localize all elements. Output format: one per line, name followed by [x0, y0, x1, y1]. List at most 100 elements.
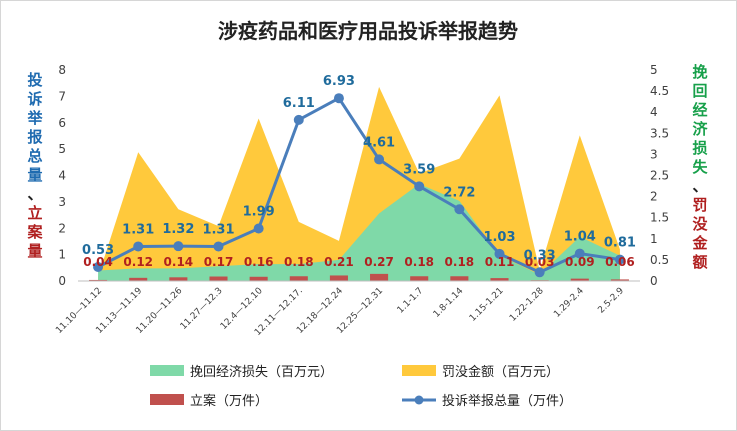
- right_axis_label-char: 经: [692, 101, 707, 119]
- left_axis_label-char: 投: [27, 71, 42, 89]
- line-data-label: 1.04: [564, 230, 596, 245]
- legend-swatch-marker: [414, 395, 424, 405]
- line-point: [614, 254, 625, 265]
- y-right-tick-label: 4.5: [650, 84, 669, 98]
- legend-swatch: [150, 365, 184, 376]
- line-data-label: 1.31: [122, 222, 154, 237]
- line-data-label: 3.59: [403, 162, 435, 177]
- bar-data-label: 0.12: [123, 255, 153, 269]
- right_axis_label-char: 罚: [692, 196, 707, 214]
- line-point: [414, 181, 425, 192]
- y-right-tick-label: 0: [650, 274, 658, 288]
- line-data-label: 2.72: [443, 185, 475, 200]
- left_axis_label-char: 诉: [27, 90, 42, 108]
- x-tick-label: 2.5-2.9: [596, 286, 626, 316]
- left_axis_label-sep: 、: [27, 185, 42, 203]
- line-data-label: 0.81: [604, 236, 636, 251]
- chart-title: 涉疫药品和医疗用品投诉举报趋势: [218, 19, 518, 43]
- y-right-tick-label: 4: [650, 105, 658, 119]
- left_axis_label-char: 立: [27, 204, 42, 222]
- x-tick-label: 1.15-1.21: [468, 286, 506, 324]
- left_axis_label-char: 量: [27, 242, 42, 260]
- legend-label: 挽回经济损失（百万元）: [190, 365, 333, 380]
- line-layer: [93, 93, 625, 278]
- line-data-label: 1.99: [243, 205, 275, 220]
- bar: [610, 279, 629, 281]
- y-left-tick-label: 8: [58, 63, 66, 77]
- legend-swatch: [402, 365, 436, 376]
- legend: 挽回经济损失（百万元） 罚没金额（百万元） 立案（万件） 投诉举报总量（万件）: [150, 364, 572, 409]
- y-left-tick-label: 1: [58, 248, 66, 262]
- bar: [249, 276, 268, 281]
- bar: [209, 276, 228, 281]
- bar: [329, 275, 348, 281]
- y-right-tick-label: 3: [650, 147, 658, 161]
- y-right-tick-label: 0.5: [650, 253, 669, 267]
- line-data-label: 1.31: [202, 222, 234, 237]
- line-data-label: 6.93: [323, 74, 355, 89]
- right_axis_label-char: 损: [692, 139, 707, 157]
- bar: [490, 278, 509, 281]
- area-series-1: [98, 86, 620, 281]
- y-left-tick-label: 0: [58, 274, 66, 288]
- bar: [169, 277, 188, 281]
- line-data-label: 1.32: [162, 222, 194, 237]
- y-right-tick-label: 1.5: [650, 211, 669, 225]
- line-point: [574, 248, 585, 259]
- data-label-layer: 0.04 0.12 0.14 0.17 0.16 0.18 0.21 0.27 0.18 0.18…: [82, 74, 636, 269]
- bar: [410, 276, 429, 281]
- line-point: [93, 262, 104, 273]
- right_axis_label-char: 挽: [692, 63, 707, 81]
- bar: [370, 273, 389, 281]
- y-left-tick-label: 5: [58, 142, 66, 156]
- left_axis_label-char: 报: [27, 128, 42, 146]
- bar-data-label: 0.03: [525, 255, 555, 269]
- x-tick-label: 1.1-1.7: [396, 286, 426, 316]
- bar-data-label: 0.14: [164, 255, 194, 269]
- x-tick-label: 1.8-1.14: [432, 286, 466, 320]
- y-right-tick-label: 2.5: [650, 169, 669, 183]
- right_axis_label-char: 额: [692, 253, 707, 271]
- bar-data-label: 0.04: [83, 255, 113, 269]
- line-point: [213, 241, 224, 252]
- bar-data-label: 0.11: [485, 255, 515, 269]
- bar: [570, 278, 589, 281]
- bar-data-label: 0.09: [565, 255, 595, 269]
- bar: [289, 276, 308, 281]
- legend-label: 立案（万件）: [190, 394, 268, 409]
- bar-data-label: 0.18: [404, 255, 434, 269]
- right_axis_label-char: 没: [692, 215, 708, 233]
- y-left-tick-label: 7: [58, 89, 66, 103]
- legend-label: 罚没金额（百万元）: [442, 364, 559, 380]
- right_axis_label-char: 失: [692, 158, 708, 176]
- y-right-tick-label: 3.5: [650, 126, 669, 140]
- y-left-tick-label: 2: [58, 221, 66, 235]
- line-data-label: 6.11: [283, 96, 315, 111]
- line-point: [374, 154, 385, 165]
- left_axis_label-char: 举: [26, 109, 43, 127]
- left_axis_label-char: 总: [27, 147, 42, 165]
- area-layer: [98, 86, 620, 281]
- bar-data-label: 0.06: [605, 255, 635, 269]
- y-right-tick-label: 1: [650, 232, 658, 246]
- bar-data-label: 0.18: [284, 255, 314, 269]
- line-point: [133, 241, 144, 252]
- line-data-label: 0.53: [82, 243, 114, 258]
- left_axis_label-char: 案: [26, 223, 43, 241]
- bar-data-label: 0.21: [324, 255, 354, 269]
- left_axis_label-char: 量: [27, 166, 42, 184]
- x-tick-label: 1.29-2.4: [552, 286, 586, 320]
- line-point: [454, 204, 465, 215]
- line-point: [293, 114, 304, 125]
- line-point: [333, 93, 344, 104]
- y-left-tick-label: 3: [58, 195, 66, 209]
- bar-data-label: 0.17: [204, 255, 234, 269]
- line-point: [253, 223, 264, 234]
- bar-data-label: 0.18: [445, 255, 475, 269]
- legend-label: 投诉举报总量（万件）: [442, 393, 572, 409]
- y-right-tick-label: 5: [650, 63, 658, 77]
- right_axis_label-char: 济: [692, 120, 708, 138]
- line-point: [173, 241, 184, 252]
